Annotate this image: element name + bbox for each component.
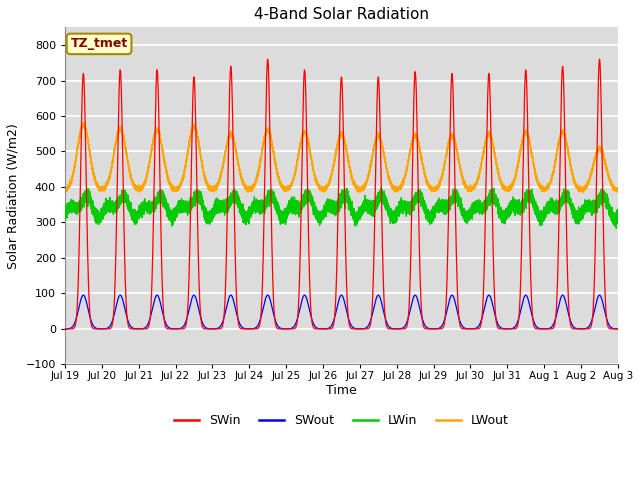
Text: TZ_tmet: TZ_tmet [70,37,128,50]
Title: 4-Band Solar Radiation: 4-Band Solar Radiation [254,7,429,22]
Y-axis label: Solar Radiation (W/m2): Solar Radiation (W/m2) [7,123,20,269]
Legend: SWin, SWout, LWin, LWout: SWin, SWout, LWin, LWout [169,409,514,432]
X-axis label: Time: Time [326,384,356,397]
